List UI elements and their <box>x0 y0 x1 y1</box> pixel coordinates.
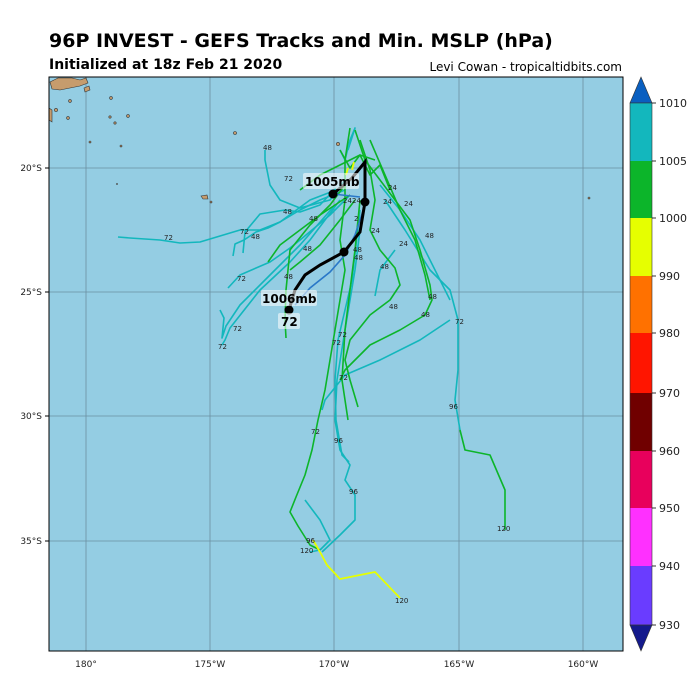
svg-text:72: 72 <box>233 325 242 333</box>
credit: Levi Cowan - tropicaltidbits.com <box>429 60 622 74</box>
svg-text:24: 24 <box>352 197 361 205</box>
svg-text:48: 48 <box>389 303 398 311</box>
svg-text:1005: 1005 <box>659 155 687 168</box>
svg-text:1000: 1000 <box>659 212 687 225</box>
svg-text:160°W: 160°W <box>568 660 599 670</box>
svg-text:48: 48 <box>425 232 434 240</box>
svg-text:72: 72 <box>284 175 293 183</box>
svg-text:48: 48 <box>284 273 293 281</box>
svg-text:980: 980 <box>659 327 680 340</box>
svg-text:48: 48 <box>353 246 362 254</box>
svg-text:96: 96 <box>334 437 343 445</box>
svg-text:2: 2 <box>354 215 358 223</box>
svg-text:72: 72 <box>240 228 249 236</box>
svg-text:970: 970 <box>659 387 680 400</box>
svg-text:72: 72 <box>237 275 246 283</box>
svg-text:72: 72 <box>311 428 320 436</box>
svg-text:990: 990 <box>659 270 680 283</box>
svg-text:48: 48 <box>354 254 363 262</box>
svg-text:170°W: 170°W <box>319 660 350 670</box>
gridlines <box>49 77 623 651</box>
svg-text:950: 950 <box>659 502 680 515</box>
svg-text:72: 72 <box>339 374 348 382</box>
svg-text:24: 24 <box>404 200 413 208</box>
svg-text:72: 72 <box>338 331 347 339</box>
svg-text:96: 96 <box>449 403 458 411</box>
svg-text:48: 48 <box>428 293 437 301</box>
svg-text:72: 72 <box>218 343 227 351</box>
svg-text:24: 24 <box>388 184 397 192</box>
svg-text:930: 930 <box>659 619 680 632</box>
svg-text:180°: 180° <box>75 660 97 670</box>
svg-text:120: 120 <box>395 597 408 605</box>
svg-text:24: 24 <box>383 198 392 206</box>
svg-text:72: 72 <box>455 318 464 326</box>
svg-text:48: 48 <box>421 311 430 319</box>
svg-text:72: 72 <box>332 339 341 347</box>
svg-text:25°S: 25°S <box>20 288 42 298</box>
svg-text:960: 960 <box>659 445 680 458</box>
svg-text:48: 48 <box>303 245 312 253</box>
colorbar: 1010 1005 1000 990 980 970 960 950 940 9… <box>629 76 687 652</box>
svg-text:24: 24 <box>399 240 408 248</box>
label-hour-72: 72 <box>281 315 298 329</box>
svg-text:48: 48 <box>263 144 272 152</box>
forecast-hour-labels: 48 72 72 72 48 48 48 72 48 48 72 72 24 2… <box>164 144 510 605</box>
init-time: Initialized at 18z Feb 21 2020 <box>49 57 283 73</box>
svg-text:20°S: 20°S <box>20 164 42 174</box>
svg-text:96: 96 <box>349 488 358 496</box>
svg-text:48: 48 <box>309 215 318 223</box>
mean-mslp-labels: 1005mb 1006mb 72 <box>261 173 360 329</box>
map-frame <box>48 76 624 652</box>
svg-text:1010: 1010 <box>659 97 687 110</box>
svg-text:175°W: 175°W <box>195 660 226 670</box>
latitude-axis: 20°S 25°S 30°S 35°S <box>20 164 49 547</box>
svg-text:48: 48 <box>251 233 260 241</box>
svg-text:120: 120 <box>497 525 510 533</box>
svg-text:120: 120 <box>300 547 313 555</box>
label-1006mb: 1006mb <box>262 292 317 306</box>
svg-text:30°S: 30°S <box>20 412 42 422</box>
svg-text:48: 48 <box>380 263 389 271</box>
svg-text:940: 940 <box>659 560 680 573</box>
label-1005mb: 1005mb <box>305 175 360 189</box>
svg-text:35°S: 35°S <box>20 537 42 547</box>
svg-text:24: 24 <box>371 227 380 235</box>
svg-text:48: 48 <box>283 208 292 216</box>
chart-title: 96P INVEST - GEFS Tracks and Min. MSLP (… <box>49 30 553 52</box>
svg-text:24: 24 <box>343 197 352 205</box>
svg-text:96: 96 <box>306 537 315 545</box>
ensemble-tracks-cyan <box>117 127 461 553</box>
svg-text:72: 72 <box>164 234 173 242</box>
svg-text:165°W: 165°W <box>444 660 475 670</box>
longitude-axis: 180° 175°W 170°W 165°W 160°W <box>75 660 598 670</box>
